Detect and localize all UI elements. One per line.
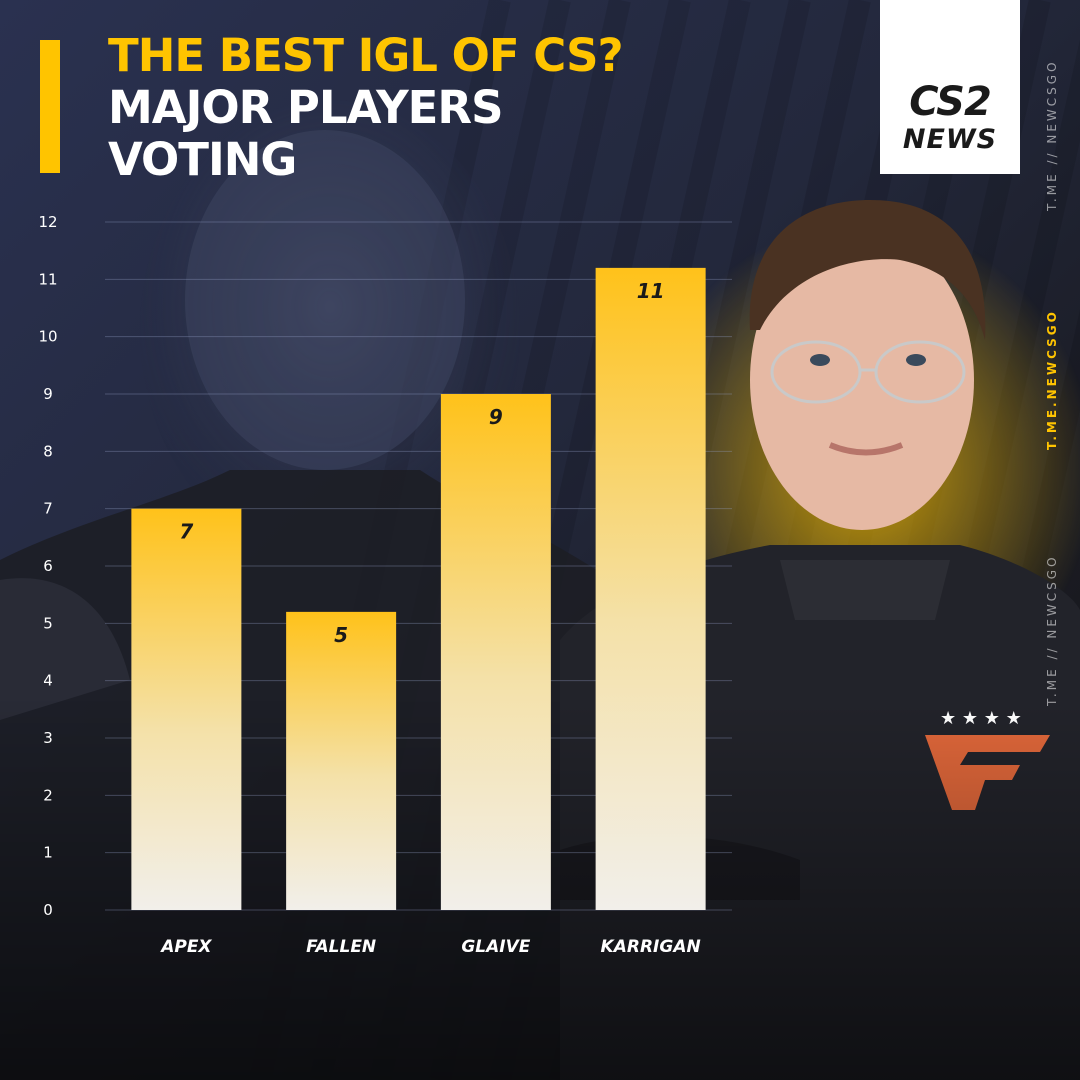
- y-tick-label: 3: [43, 729, 53, 747]
- bar-karrigan: [595, 267, 706, 910]
- logo-line-1: CS2: [909, 79, 992, 125]
- bar-fallen: [286, 611, 397, 910]
- y-tick-label: 2: [43, 786, 53, 804]
- y-tick-label: 6: [43, 557, 53, 575]
- title-line-3: VOTING: [108, 133, 297, 186]
- y-tick-label: 11: [38, 270, 57, 288]
- category-label: GLAIVE: [461, 937, 530, 957]
- category-label: FALLEN: [306, 937, 376, 957]
- title-line-2: MAJOR PLAYERS: [108, 81, 503, 134]
- bar-apex: [131, 508, 242, 910]
- y-tick-label: 1: [43, 844, 53, 862]
- chart-title: THE BEST IGL OF CS? MAJOR PLAYERS VOTING: [108, 30, 748, 186]
- category-label: KARRIGAN: [601, 937, 701, 957]
- title-accent-bar: [40, 40, 60, 173]
- cs2-news-logo: CS2 NEWS: [880, 0, 1020, 174]
- data-label: 5: [334, 623, 348, 647]
- title-line-1: THE BEST IGL OF CS?: [108, 29, 624, 82]
- y-tick-label: 5: [43, 614, 53, 632]
- bars: [131, 267, 706, 910]
- data-labels: 7 5 9 11: [179, 279, 664, 647]
- category-labels: APEX FALLEN GLAIVE KARRIGAN: [159, 937, 701, 957]
- data-label: 11: [637, 279, 665, 303]
- data-label: 7: [179, 520, 193, 544]
- category-label: APEX: [159, 937, 212, 957]
- y-tick-label: 10: [38, 328, 57, 346]
- y-tick-label: 7: [43, 500, 53, 518]
- y-tick-label: 9: [43, 385, 53, 403]
- bar-glaive: [440, 394, 551, 910]
- logo-line-2: NEWS: [902, 124, 998, 155]
- y-tick-label: 4: [43, 672, 53, 690]
- y-tick-label: 12: [38, 213, 57, 231]
- data-label: 9: [489, 405, 503, 429]
- y-tick-label: 8: [43, 442, 53, 460]
- y-tick-label: 0: [43, 901, 53, 919]
